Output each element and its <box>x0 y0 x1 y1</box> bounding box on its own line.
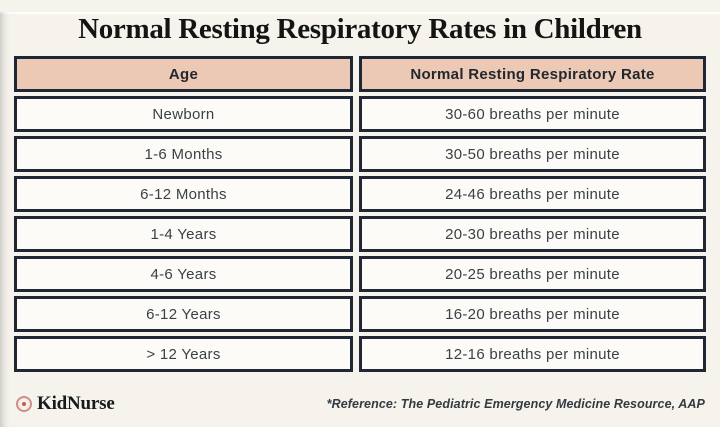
brand-logo: KidNurse <box>16 393 115 415</box>
age-cell: Newborn <box>14 96 353 132</box>
age-cell: 1-4 Years <box>14 216 353 252</box>
header-cell-age: Age <box>14 56 353 92</box>
table-row: 1-4 Years 20-30 breaths per minute <box>14 216 706 252</box>
age-cell: 1-6 Months <box>14 136 353 172</box>
age-cell: 6-12 Years <box>14 296 353 332</box>
table-row: 6-12 Years 16-20 breaths per minute <box>14 296 706 332</box>
table-row: 1-6 Months 30-50 breaths per minute <box>14 136 706 172</box>
age-cell: 4-6 Years <box>14 256 353 292</box>
table-row: 4-6 Years 20-25 breaths per minute <box>14 256 706 292</box>
rate-cell: 20-30 breaths per minute <box>359 216 706 252</box>
respiratory-rate-table: Age Normal Resting Respiratory Rate Newb… <box>14 56 706 372</box>
reference-footnote: *Reference: The Pediatric Emergency Medi… <box>326 397 705 411</box>
brand-name: KidNurse <box>37 393 115 414</box>
page-title: Normal Resting Respiratory Rates in Chil… <box>78 13 642 45</box>
rate-cell: 12-16 breaths per minute <box>359 336 706 372</box>
infographic-page: { "chart_data": { "type": "table", "titl… <box>0 12 720 427</box>
rate-cell: 20-25 breaths per minute <box>359 256 706 292</box>
rate-cell: 30-50 breaths per minute <box>359 136 706 172</box>
rate-cell: 30-60 breaths per minute <box>359 96 706 132</box>
table-header-row: Age Normal Resting Respiratory Rate <box>14 56 706 92</box>
rate-cell: 16-20 breaths per minute <box>359 296 706 332</box>
rate-cell: 24-46 breaths per minute <box>359 176 706 212</box>
bullseye-dot <box>22 402 26 406</box>
table-row: 6-12 Months 24-46 breaths per minute <box>14 176 706 212</box>
table-row: Newborn 30-60 breaths per minute <box>14 96 706 132</box>
age-cell: 6-12 Months <box>14 176 353 212</box>
header-cell-rate: Normal Resting Respiratory Rate <box>359 56 706 92</box>
table-row: > 12 Years 12-16 breaths per minute <box>14 336 706 372</box>
footer: KidNurse *Reference: The Pediatric Emerg… <box>16 393 705 415</box>
bullseye-icon <box>16 396 32 412</box>
age-cell: > 12 Years <box>14 336 353 372</box>
